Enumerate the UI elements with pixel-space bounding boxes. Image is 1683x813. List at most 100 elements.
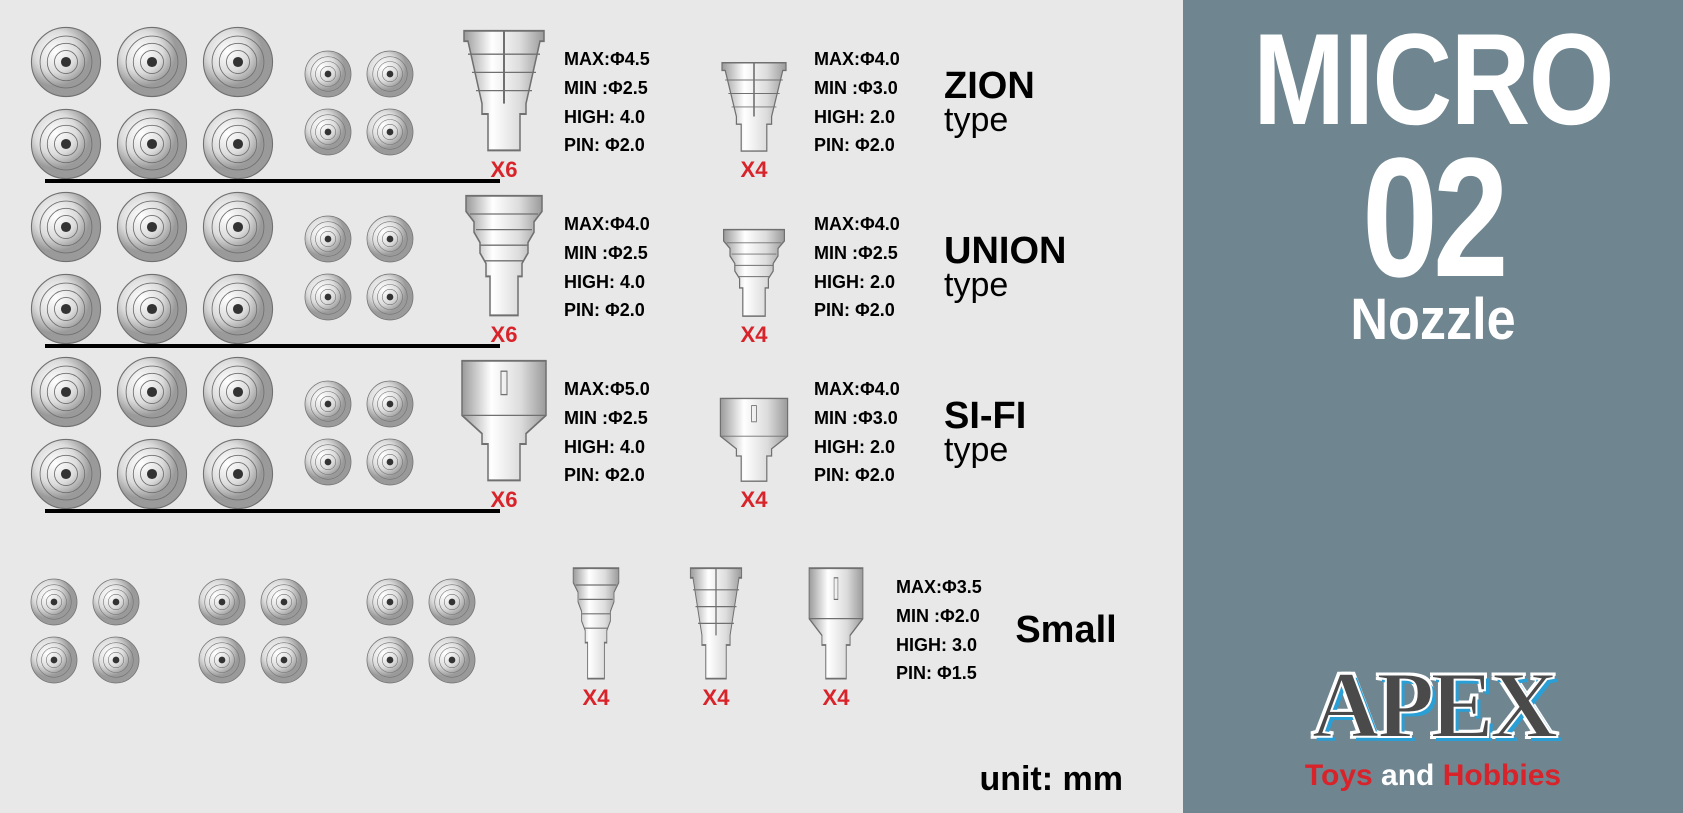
quantity-label: X4	[741, 157, 768, 183]
nozzle-top	[260, 636, 308, 684]
nozzle-top-icon	[366, 380, 414, 428]
side-title: MICRO	[1221, 0, 1646, 142]
nozzle-column-small: X4	[704, 23, 804, 183]
nozzle-top-icon	[366, 50, 414, 98]
divider-line	[45, 179, 500, 183]
nozzle-top-icon	[366, 273, 414, 321]
nozzle-top-icon	[304, 438, 352, 486]
nozzle-top-icon	[30, 108, 102, 180]
top-view-grid	[30, 26, 274, 180]
nozzle-top-icon	[92, 578, 140, 626]
nozzle-side-icon	[714, 393, 794, 483]
nozzle-top-icon	[304, 108, 352, 156]
spec-block: MAX:Φ4.0 MIN :Φ2.5 HIGH: 4.0 PIN: Φ2.0	[564, 210, 694, 325]
side-subtitle: Nozzle	[1208, 291, 1658, 349]
nozzle-top-icon	[202, 273, 274, 345]
nozzle-top	[198, 636, 246, 684]
nozzle-column-small: X4	[704, 188, 804, 348]
nozzle-top	[366, 108, 414, 156]
nozzle-top-icon	[30, 273, 102, 345]
nozzle-top	[366, 636, 414, 684]
nozzle-top	[202, 191, 274, 263]
nozzle-side-icon	[804, 561, 868, 681]
nozzle-top	[202, 438, 274, 510]
nozzle-side-icon	[454, 23, 554, 153]
nozzle-top	[366, 215, 414, 263]
nozzle-top-icon	[366, 438, 414, 486]
spec-block: MAX:Φ4.0 MIN :Φ3.0 HIGH: 2.0 PIN: Φ2.0	[814, 45, 944, 160]
spec-block: MAX:Φ4.0 MIN :Φ3.0 HIGH: 2.0 PIN: Φ2.0	[814, 375, 944, 490]
nozzle-top-icon	[428, 636, 476, 684]
nozzle-top	[116, 438, 188, 510]
nozzle-side-icon	[714, 224, 794, 318]
nozzle-top-icon	[202, 438, 274, 510]
nozzle-column-big: X6	[454, 188, 554, 348]
logo-tagline: Toys and Hobbies	[1183, 759, 1683, 793]
nozzle-top	[428, 578, 476, 626]
nozzle-row-small: X4 X4 X4 MAX:Φ3.5 MIN :Φ2.0 HIGH: 3.0 PI…	[30, 533, 1153, 728]
nozzle-column-big: X6	[454, 23, 554, 183]
nozzle-top	[428, 636, 476, 684]
unit-label: unit: mm	[979, 760, 1123, 799]
nozzle-top	[202, 108, 274, 180]
spec-block: MAX:Φ4.5 MIN :Φ2.5 HIGH: 4.0 PIN: Φ2.0	[564, 45, 694, 160]
type-label: ZIONtype	[944, 68, 1094, 136]
nozzle-column-big: X6	[454, 353, 554, 513]
nozzle-top	[304, 215, 352, 263]
nozzle-column-small: X4	[704, 353, 804, 513]
nozzle-top	[92, 578, 140, 626]
nozzle-top	[92, 636, 140, 684]
nozzle-top-icon	[116, 438, 188, 510]
nozzle-top	[30, 26, 102, 98]
spec-block: MAX:Φ4.0 MIN :Φ2.5 HIGH: 2.0 PIN: Φ2.0	[814, 210, 944, 325]
apex-logo: APEX	[1183, 658, 1683, 753]
type-label: Small	[1015, 612, 1153, 648]
top-view-grid	[304, 215, 414, 321]
nozzle-top-icon	[304, 273, 352, 321]
quantity-label: X4	[583, 685, 610, 711]
side-number: 02	[1233, 142, 1633, 295]
nozzle-top	[30, 191, 102, 263]
quantity-label: X4	[741, 487, 768, 513]
nozzle-top	[116, 356, 188, 428]
top-view-grid	[198, 578, 308, 684]
nozzle-top	[30, 273, 102, 345]
nozzle-top	[202, 356, 274, 428]
nozzle-side-icon	[566, 561, 626, 681]
side-panel: MICRO 02 Nozzle APEX Toys and Hobbies	[1183, 0, 1683, 813]
nozzle-row: X6 MAX:Φ4.5 MIN :Φ2.5 HIGH: 4.0 PIN: Φ2.…	[30, 20, 1153, 185]
nozzle-top	[304, 380, 352, 428]
nozzle-top	[202, 273, 274, 345]
nozzle-side-icon	[714, 57, 794, 153]
nozzle-top-icon	[260, 578, 308, 626]
nozzle-top-icon	[116, 273, 188, 345]
small-tops-group	[30, 578, 506, 684]
nozzle-top-icon	[198, 636, 246, 684]
nozzle-top-icon	[428, 578, 476, 626]
nozzle-row: X6 MAX:Φ5.0 MIN :Φ2.5 HIGH: 4.0 PIN: Φ2.…	[30, 350, 1153, 515]
nozzle-top	[116, 108, 188, 180]
nozzle-top-icon	[30, 578, 78, 626]
nozzle-top	[116, 273, 188, 345]
nozzle-top-icon	[304, 50, 352, 98]
nozzle-top	[30, 636, 78, 684]
nozzle-top-icon	[304, 215, 352, 263]
nozzle-top	[116, 26, 188, 98]
nozzle-top	[304, 108, 352, 156]
nozzle-column-small: X4	[666, 551, 766, 711]
nozzle-top	[366, 380, 414, 428]
nozzle-top-icon	[30, 438, 102, 510]
nozzle-top	[304, 438, 352, 486]
nozzle-top-icon	[366, 215, 414, 263]
logo-block: APEX Toys and Hobbies	[1183, 658, 1683, 793]
nozzle-top	[366, 273, 414, 321]
quantity-label: X4	[741, 322, 768, 348]
top-view-grid	[30, 578, 140, 684]
divider-line	[45, 344, 500, 348]
nozzle-top	[260, 578, 308, 626]
top-view-grid	[30, 356, 274, 510]
top-view-grid	[304, 50, 414, 156]
top-view-grid	[30, 191, 274, 345]
nozzle-top-icon	[30, 636, 78, 684]
nozzle-top-icon	[30, 356, 102, 428]
